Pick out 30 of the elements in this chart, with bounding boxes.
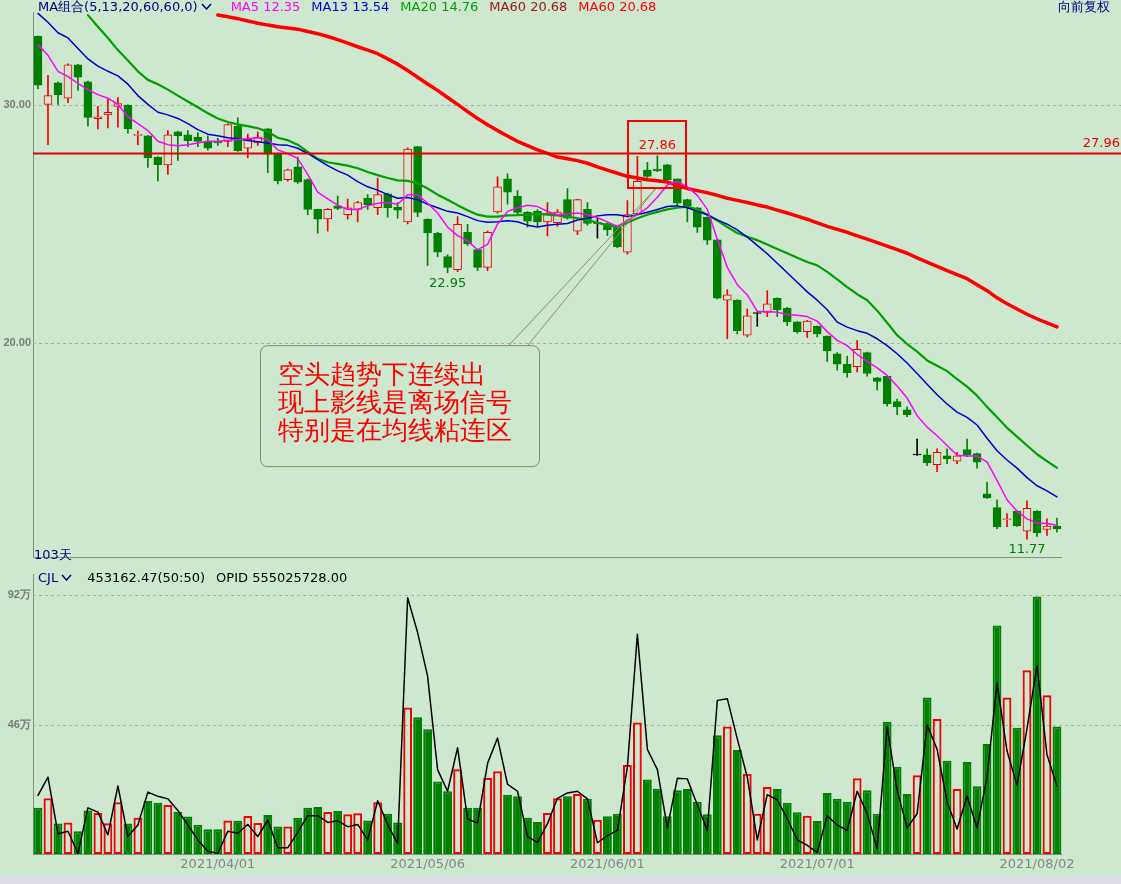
annotation: 103天	[34, 547, 72, 562]
text: MA5 12.35	[230, 0, 301, 14]
annotation: 27.86	[638, 136, 676, 152]
annotation: 453162.47(50:50)	[87, 570, 206, 585]
y-tick-label: 20.00	[3, 336, 31, 349]
y-tick-label: 46万	[7, 717, 31, 730]
candlestick	[1002, 513, 1012, 528]
x-tick-label: 2021/04/01	[180, 856, 256, 872]
candlestick	[43, 75, 53, 145]
x-tick-label: 2021/06/01	[569, 856, 645, 872]
text: MA20 14.76	[400, 0, 479, 14]
x-tick-label: 2021/07/01	[779, 856, 855, 872]
y-tick-label: 92万	[7, 588, 31, 601]
candlestick	[722, 289, 732, 340]
chart-title: CJL	[38, 570, 59, 585]
candlestick	[93, 105, 103, 130]
annotation: 向前复权	[1058, 0, 1110, 14]
text: MA60 20.68	[578, 0, 657, 14]
y-tick-label: 30.00	[3, 97, 31, 110]
ref-line-label: 27.96	[1082, 135, 1120, 151]
annotation: MA60 20.68	[489, 0, 568, 14]
text: MA13 13.54	[311, 0, 390, 14]
x-tick-label: 2021/05/06	[390, 856, 466, 872]
annotation: 空头趋势下连续出现上影线是离场信号特别是在均线粘连区	[278, 359, 513, 445]
x-tick-label: 2021/08/02	[999, 856, 1075, 872]
annotation: 22.95	[428, 274, 467, 290]
annotation: 11.77	[1008, 540, 1046, 556]
candlestick	[912, 438, 922, 456]
annotation: OPID 555025728.00	[216, 570, 348, 585]
chart-title: MA组合(5,13,20,60,60,0)	[38, 0, 198, 14]
